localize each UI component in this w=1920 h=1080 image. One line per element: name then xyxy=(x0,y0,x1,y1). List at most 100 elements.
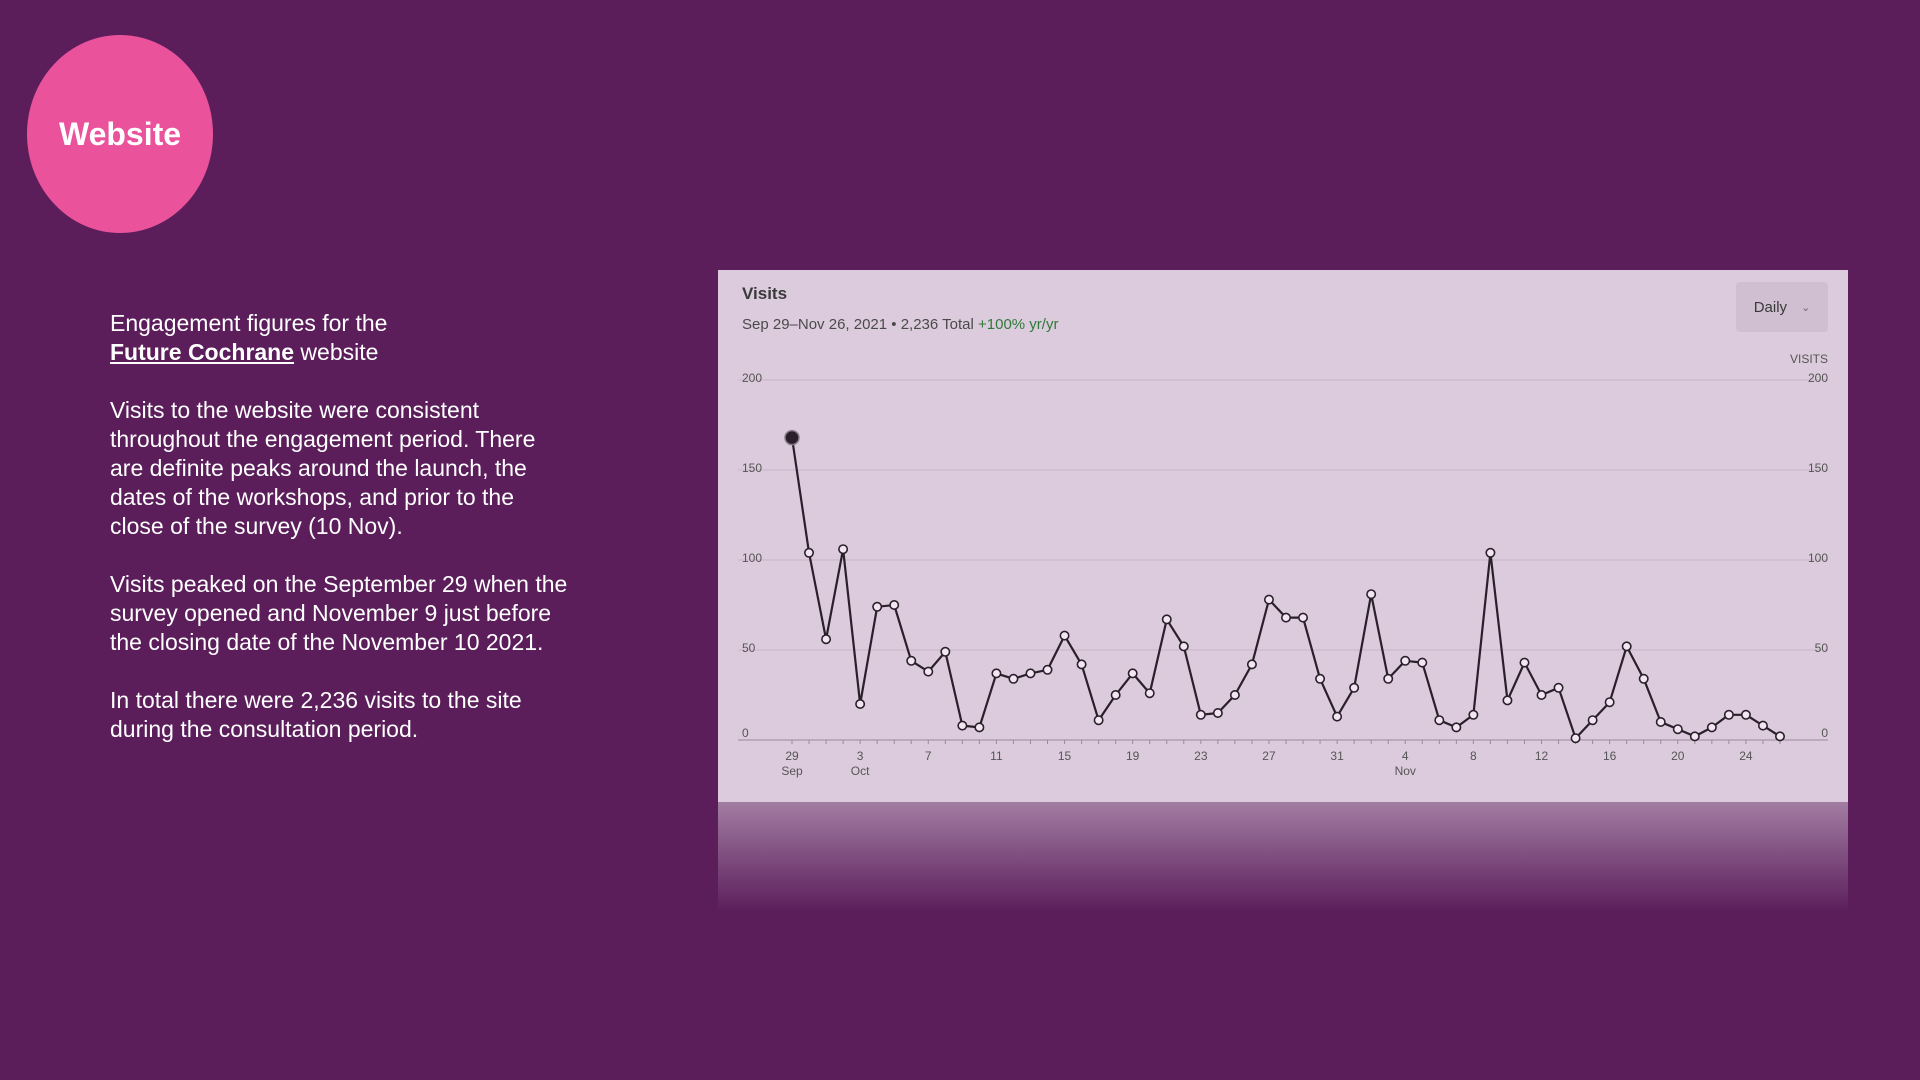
y-tick-label-right: 0 xyxy=(1821,726,1828,740)
x-tick-month-label: Sep xyxy=(781,764,803,778)
panel-subtitle: Sep 29–Nov 26, 2021 • 2,236 Total +100% … xyxy=(742,316,1058,333)
y-tick-label-left: 50 xyxy=(742,641,756,655)
data-point xyxy=(1076,659,1087,670)
x-tick-label: 23 xyxy=(1194,749,1208,763)
x-tick-label: 4 xyxy=(1402,749,1409,763)
data-point xyxy=(1400,655,1411,666)
data-point xyxy=(1110,689,1121,700)
data-point xyxy=(1263,594,1274,605)
consistency-paragraph: Visits to the website were consistent th… xyxy=(110,397,536,539)
website-badge: Website xyxy=(27,35,213,233)
data-point xyxy=(1485,547,1496,558)
data-point xyxy=(906,655,917,666)
future-cochrane-link[interactable]: Future Cochrane xyxy=(110,339,295,365)
data-point xyxy=(1280,612,1291,623)
y-axis-title: VISITS xyxy=(1790,352,1828,366)
x-tick-label: 31 xyxy=(1330,749,1344,763)
y-tick-label-right: 200 xyxy=(1808,371,1828,385)
data-point xyxy=(1706,722,1717,733)
data-point xyxy=(1672,724,1683,735)
data-point xyxy=(1212,707,1223,718)
date-range-total: Sep 29–Nov 26, 2021 • 2,236 Total xyxy=(742,316,974,333)
x-tick-label: 16 xyxy=(1603,749,1617,763)
data-point xyxy=(1059,630,1070,641)
data-point xyxy=(1383,673,1394,684)
interval-label: Daily xyxy=(1753,298,1788,316)
data-point xyxy=(838,544,849,555)
data-point xyxy=(1315,673,1326,684)
data-point xyxy=(1366,589,1377,600)
intro-line1: Engagement figures for the xyxy=(110,310,388,336)
data-point xyxy=(1229,689,1240,700)
data-point xyxy=(1553,682,1564,693)
panel-title: Visits xyxy=(742,284,788,303)
data-point xyxy=(1468,709,1479,720)
data-point xyxy=(1502,695,1513,706)
x-tick-label: 3 xyxy=(857,749,864,763)
data-point xyxy=(1178,641,1189,652)
data-point xyxy=(991,668,1002,679)
data-point xyxy=(1638,673,1649,684)
x-tick-label: 15 xyxy=(1058,749,1072,763)
x-tick-label: 7 xyxy=(925,749,932,763)
data-point xyxy=(1451,722,1462,733)
data-point xyxy=(1195,709,1206,720)
x-tick-label: 19 xyxy=(1126,749,1140,763)
data-point xyxy=(855,698,866,709)
y-tick-label-right: 100 xyxy=(1808,551,1828,565)
data-point xyxy=(1604,697,1615,708)
growth-badge: +100% yr/yr xyxy=(978,316,1059,333)
y-tick-label-left: 0 xyxy=(742,726,749,740)
data-point xyxy=(821,634,832,645)
data-point xyxy=(1655,716,1666,727)
total-paragraph: In total there were 2,236 visits to the … xyxy=(110,687,522,742)
x-tick-label: 11 xyxy=(990,749,1003,763)
visits-panel: Visits Sep 29–Nov 26, 2021 • 2,236 Total… xyxy=(718,270,1848,802)
y-tick-label-left: 100 xyxy=(742,551,762,565)
data-point xyxy=(1519,657,1530,668)
data-point-highlighted xyxy=(784,429,800,446)
x-tick-label: 12 xyxy=(1535,749,1549,763)
data-point xyxy=(1723,709,1734,720)
interval-dropdown[interactable]: Daily ⌄ xyxy=(1736,282,1828,332)
chevron-down-icon: ⌄ xyxy=(1801,301,1811,314)
x-tick-label: 20 xyxy=(1671,749,1685,763)
chart-reflection xyxy=(718,802,1848,912)
data-point xyxy=(1757,720,1768,731)
x-tick-label: 27 xyxy=(1262,749,1276,763)
x-tick-label: 8 xyxy=(1470,749,1477,763)
y-tick-label-right: 50 xyxy=(1815,641,1829,655)
data-point xyxy=(1621,641,1632,652)
y-tick-label-right: 150 xyxy=(1808,461,1828,475)
data-point xyxy=(804,547,815,558)
badge-label: Website xyxy=(58,115,182,152)
data-point xyxy=(1246,659,1257,670)
data-point xyxy=(1740,709,1751,720)
x-tick-label: 24 xyxy=(1739,749,1753,763)
x-tick-month-label: Nov xyxy=(1395,764,1416,778)
intro-paragraph: Engagement figures for the Future Cochra… xyxy=(110,309,570,367)
data-point xyxy=(1587,715,1598,726)
data-point xyxy=(872,601,883,612)
data-point xyxy=(923,666,934,677)
data-point xyxy=(1144,688,1155,699)
data-point xyxy=(889,599,900,610)
intro-line2: website xyxy=(294,339,379,365)
data-point xyxy=(1298,612,1309,623)
visits-series-line xyxy=(790,437,1781,740)
data-point xyxy=(1536,689,1547,700)
data-point xyxy=(1775,731,1786,742)
description-text: Engagement figures for the Future Cochra… xyxy=(110,309,570,773)
data-point xyxy=(974,722,985,733)
data-point xyxy=(957,720,968,731)
data-point xyxy=(1332,711,1343,722)
y-tick-label-left: 150 xyxy=(742,461,762,475)
data-point xyxy=(1417,657,1428,668)
x-tick-label: 29 xyxy=(785,749,799,763)
data-point xyxy=(1689,731,1700,742)
data-point xyxy=(1025,668,1036,679)
x-tick-month-label: Oct xyxy=(851,764,870,778)
data-point xyxy=(1042,664,1053,675)
data-point xyxy=(1093,715,1104,726)
